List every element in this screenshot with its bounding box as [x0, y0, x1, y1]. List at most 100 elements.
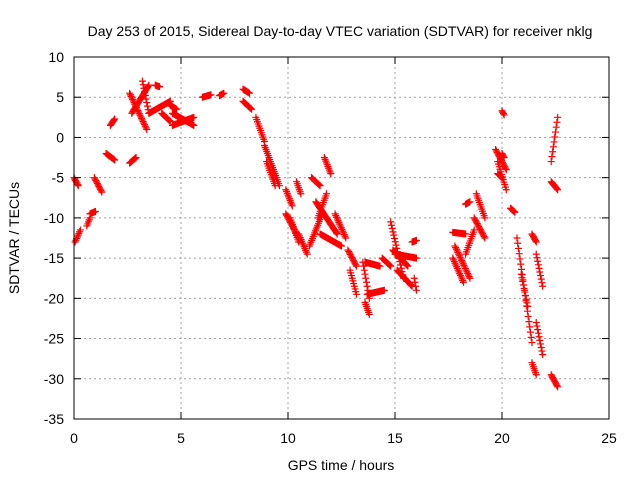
data-point [452, 244, 460, 252]
data-point [402, 261, 410, 269]
data-point [130, 99, 138, 107]
data-point [553, 185, 561, 193]
data-point [511, 208, 519, 216]
data-point [522, 292, 530, 300]
data-point [271, 182, 279, 190]
data-point [76, 228, 84, 236]
data-point [111, 156, 119, 164]
data-point [533, 254, 541, 262]
data-point [142, 124, 150, 132]
data-point [138, 77, 146, 85]
data-point [141, 121, 149, 129]
data-point [380, 286, 388, 294]
data-point [552, 128, 559, 136]
data-point [352, 262, 360, 270]
y-axis-label: SDTVAR / TECUs [6, 182, 22, 294]
data-point [110, 116, 118, 124]
data-point [533, 322, 541, 330]
data-point [519, 281, 527, 289]
data-point [336, 220, 344, 228]
data-points [70, 77, 562, 391]
data-point [466, 198, 474, 206]
data-point [341, 232, 349, 240]
data-point [331, 210, 339, 218]
data-point [525, 318, 533, 326]
data-point [132, 103, 140, 111]
data-point [458, 257, 466, 265]
data-point [139, 118, 147, 126]
data-point [516, 255, 524, 263]
data-point [144, 82, 152, 90]
data-point [338, 225, 346, 233]
data-point [387, 221, 395, 229]
data-point [537, 343, 545, 351]
data-point [515, 250, 523, 258]
chart-title: Day 253 of 2015, Sidereal Day-to-day VTE… [88, 23, 593, 39]
data-point [497, 172, 505, 180]
data-point [536, 268, 544, 276]
data-point [460, 261, 468, 269]
data-point [135, 108, 143, 116]
data-point [500, 154, 508, 162]
data-point [141, 91, 149, 99]
data-point [247, 105, 255, 113]
data-point [332, 229, 340, 237]
data-point [462, 266, 470, 274]
data-point [502, 164, 510, 172]
data-point [97, 187, 105, 195]
data-point [352, 290, 360, 298]
data-point [461, 263, 469, 271]
data-point [339, 227, 347, 235]
data-point [458, 258, 466, 266]
data-point [532, 250, 540, 258]
data-point [129, 97, 137, 105]
data-point [166, 117, 174, 125]
data-point [248, 105, 256, 113]
data-point [126, 89, 134, 97]
data-point [534, 326, 542, 334]
data-point [537, 340, 545, 348]
data-point [461, 265, 469, 273]
x-axis-label: GPS time / hours [288, 457, 395, 473]
data-point [71, 238, 79, 246]
data-point [74, 231, 82, 239]
data-point [333, 230, 341, 238]
data-point [538, 347, 546, 355]
data-point [532, 371, 540, 379]
data-point [517, 270, 525, 278]
data-point [502, 166, 510, 174]
data-point [136, 111, 144, 119]
data-point [143, 102, 151, 110]
data-point [363, 282, 371, 290]
data-point [131, 155, 139, 163]
data-point [450, 256, 458, 264]
data-point [465, 273, 473, 281]
data-point [412, 286, 420, 294]
data-point [549, 143, 557, 151]
data-point [220, 89, 228, 97]
data-point [403, 261, 411, 269]
data-point [340, 231, 348, 239]
data-point [339, 229, 347, 237]
data-point [466, 274, 474, 282]
data-point [519, 277, 527, 285]
data-point [91, 207, 99, 215]
data-point [127, 92, 135, 100]
data-point [532, 238, 540, 246]
data-point [534, 261, 542, 269]
data-point [387, 262, 395, 270]
data-point [518, 274, 526, 282]
data-point [462, 230, 470, 238]
data-point [392, 241, 400, 249]
data-point [514, 239, 522, 247]
data-point [553, 118, 561, 126]
data-point [190, 121, 198, 129]
data-point [143, 99, 151, 107]
data-point [166, 117, 174, 125]
data-point [458, 275, 466, 283]
data-point [455, 252, 463, 260]
data-point [138, 116, 146, 124]
data-point [362, 278, 370, 286]
